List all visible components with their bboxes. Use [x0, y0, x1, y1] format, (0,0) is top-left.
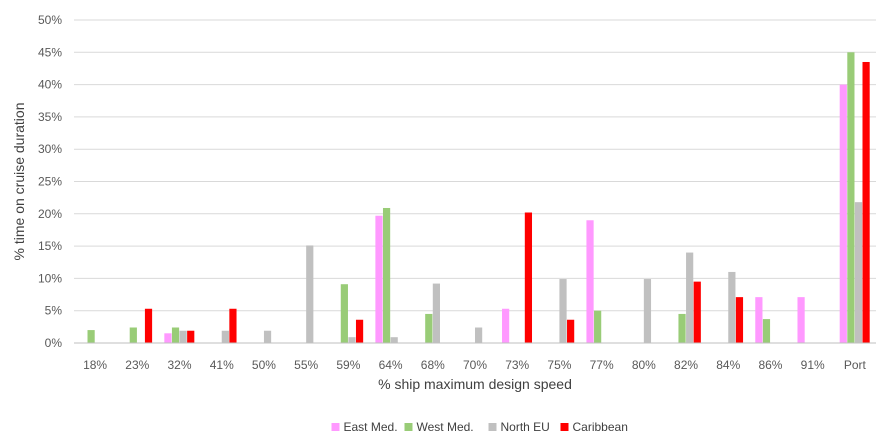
- x-tick-label: 68%: [421, 358, 445, 372]
- bar-caribbean-41pct: [229, 308, 237, 343]
- bar-north-eu-59pct: [348, 337, 356, 343]
- x-axis-ticks: 18% 23% 32% 41% 50% 55% 59% 64% 68% 70% 73% 75% 77% 8…: [83, 358, 866, 372]
- y-tick-label: 10%: [38, 271, 62, 285]
- bar-north-eu-32pct: [179, 330, 187, 343]
- bar-north-eu-50pct: [263, 330, 272, 343]
- x-tick-label: 86%: [758, 358, 782, 372]
- bar-east-med-port: [839, 84, 847, 343]
- bar-east-med-77pct: [586, 220, 594, 343]
- bar-caribbean-84pct: [735, 297, 744, 343]
- bar-caribbean-59pct: [355, 319, 364, 343]
- bar-west-med-port: [847, 52, 855, 344]
- bar-east-med-64pct: [375, 215, 383, 343]
- legend-swatch-north-eu: [488, 423, 497, 431]
- bar-east-med-86pct: [755, 297, 763, 343]
- bar-caribbean-73pct: [524, 212, 533, 343]
- bar-caribbean-port: [862, 61, 870, 344]
- bar-north-eu-55pct: [306, 245, 314, 343]
- x-tick-label: Port: [844, 358, 867, 372]
- y-tick-label: 15%: [38, 239, 62, 253]
- y-tick-label: 30%: [38, 142, 62, 156]
- bar-north-eu-41pct: [221, 330, 229, 343]
- grid-lines: [74, 19, 876, 312]
- legend-label-west-med: West Med.: [417, 420, 474, 434]
- bar-west-med-77pct: [594, 310, 602, 343]
- bar-caribbean-82pct: [693, 281, 701, 343]
- bar-west-med-86pct: [762, 319, 771, 343]
- bar-east-med-32pct: [164, 333, 172, 343]
- y-tick-label: 40%: [38, 78, 62, 92]
- bar-north-eu-80pct: [643, 279, 652, 343]
- y-tick-label: 45%: [38, 45, 62, 59]
- legend: East Med. West Med. North EU Caribbean: [331, 420, 628, 434]
- bar-north-eu-84pct: [728, 271, 736, 343]
- x-tick-label: 77%: [590, 358, 614, 372]
- y-tick-label: 25%: [38, 175, 62, 189]
- x-tick-label: 23%: [125, 358, 149, 372]
- x-tick-label: 59%: [336, 358, 360, 372]
- x-tick-label: 50%: [252, 358, 276, 372]
- y-tick-label: 5%: [45, 304, 63, 318]
- legend-swatch-east-med: [331, 423, 340, 431]
- bar-north-eu-64pct: [390, 337, 398, 343]
- x-tick-label: 80%: [632, 358, 656, 372]
- x-tick-label: 64%: [379, 358, 403, 372]
- bar-east-med-73pct: [502, 308, 510, 343]
- bar-east-med-91pct: [797, 297, 805, 343]
- bar-west-med-82pct: [678, 313, 686, 343]
- legend-label-north-eu: North EU: [501, 420, 550, 434]
- y-tick-label: 20%: [38, 207, 62, 221]
- bar-caribbean-32pct: [187, 330, 195, 343]
- bar-west-med-64pct: [382, 207, 391, 343]
- x-tick-label: 75%: [547, 358, 571, 372]
- bar-west-med-23pct: [129, 327, 137, 343]
- bar-north-eu-port: [854, 202, 863, 343]
- y-tick-label: 35%: [38, 110, 62, 124]
- legend-label-east-med: East Med.: [344, 420, 398, 434]
- x-tick-label: 70%: [463, 358, 487, 372]
- bar-west-med-68pct: [425, 313, 433, 343]
- bar-west-med-59pct: [340, 284, 348, 343]
- legend-label-caribbean: Caribbean: [573, 420, 628, 434]
- y-axis-title: % time on cruise duration: [11, 103, 27, 261]
- x-tick-label: 82%: [674, 358, 698, 372]
- bar-caribbean-23pct: [144, 308, 153, 343]
- x-tick-label: 55%: [294, 358, 318, 372]
- x-tick-label: 32%: [168, 358, 192, 372]
- y-tick-label: 0%: [45, 336, 63, 350]
- x-tick-label: 18%: [83, 358, 107, 372]
- bar-west-med-18pct: [87, 330, 95, 343]
- x-axis-title: % ship maximum design speed: [378, 376, 572, 392]
- bars: [87, 52, 870, 344]
- x-tick-label: 73%: [505, 358, 529, 372]
- bar-north-eu-70pct: [475, 327, 483, 343]
- x-tick-label: 84%: [716, 358, 740, 372]
- bar-caribbean-75pct: [567, 319, 575, 343]
- bar-north-eu-68pct: [432, 283, 440, 343]
- bar-west-med-32pct: [171, 327, 180, 343]
- bar-north-eu-82pct: [686, 252, 694, 343]
- legend-swatch-west-med: [404, 423, 413, 431]
- y-tick-label: 50%: [38, 13, 62, 27]
- y-axis-ticks: 0% 5% 10% 15% 20% 25% 30% 35% 40% 45% 50%: [38, 13, 62, 350]
- x-tick-label: 41%: [210, 358, 234, 372]
- x-tick-label: 91%: [801, 358, 825, 372]
- legend-swatch-caribbean: [560, 423, 569, 431]
- bar-north-eu-75pct: [559, 279, 567, 343]
